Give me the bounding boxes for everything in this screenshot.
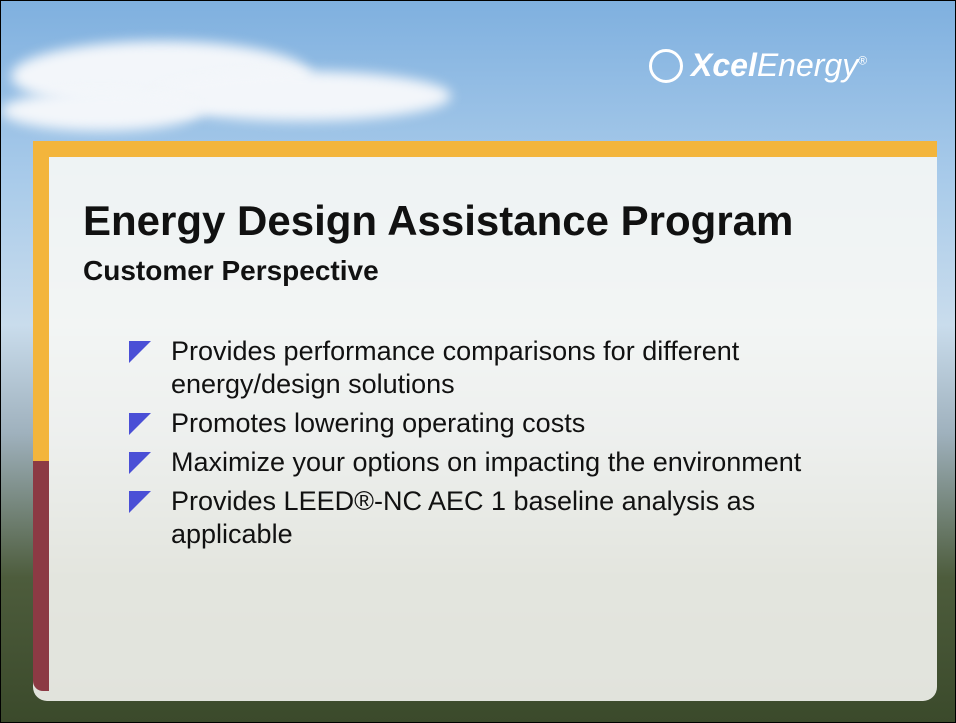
bullet: Maximize your options on impacting the e…: [129, 446, 829, 479]
bullet-text: Provides performance comparisons for dif…: [171, 336, 739, 399]
bullet: Provides LEED®-NC AEC 1 baseline analysi…: [129, 485, 829, 551]
bullet-text: Provides LEED®-NC AEC 1 baseline analysi…: [171, 486, 755, 549]
slide: XcelEnergy® Energy Design Assistance Pro…: [0, 0, 956, 723]
subtitle: Customer Perspective: [83, 255, 379, 287]
bullet-arrow: [129, 452, 151, 474]
bullet-arrow: [129, 491, 151, 513]
bullet-text: Maximize your options on impacting the e…: [171, 447, 801, 477]
bullet: Provides performance comparisons for dif…: [129, 335, 829, 401]
accent-bar: [33, 141, 937, 157]
cloud: [1, 91, 201, 131]
title: Energy Design Assistance Program: [83, 197, 793, 245]
accent-bar: [33, 461, 49, 691]
logo-icon: [649, 49, 683, 83]
accent-bar: [33, 141, 49, 461]
brand-bold: Xcel: [691, 47, 757, 83]
bullet-arrow: [129, 341, 151, 363]
bullet-arrow: [129, 413, 151, 435]
brand-mark: ®: [858, 53, 867, 67]
bullet-list: Provides performance comparisons for dif…: [129, 335, 829, 557]
bullet: Promotes lowering operating costs: [129, 407, 829, 440]
bullet-text: Promotes lowering operating costs: [171, 408, 585, 438]
brand-rest: Energy: [757, 47, 858, 83]
logo: XcelEnergy®: [649, 47, 867, 84]
